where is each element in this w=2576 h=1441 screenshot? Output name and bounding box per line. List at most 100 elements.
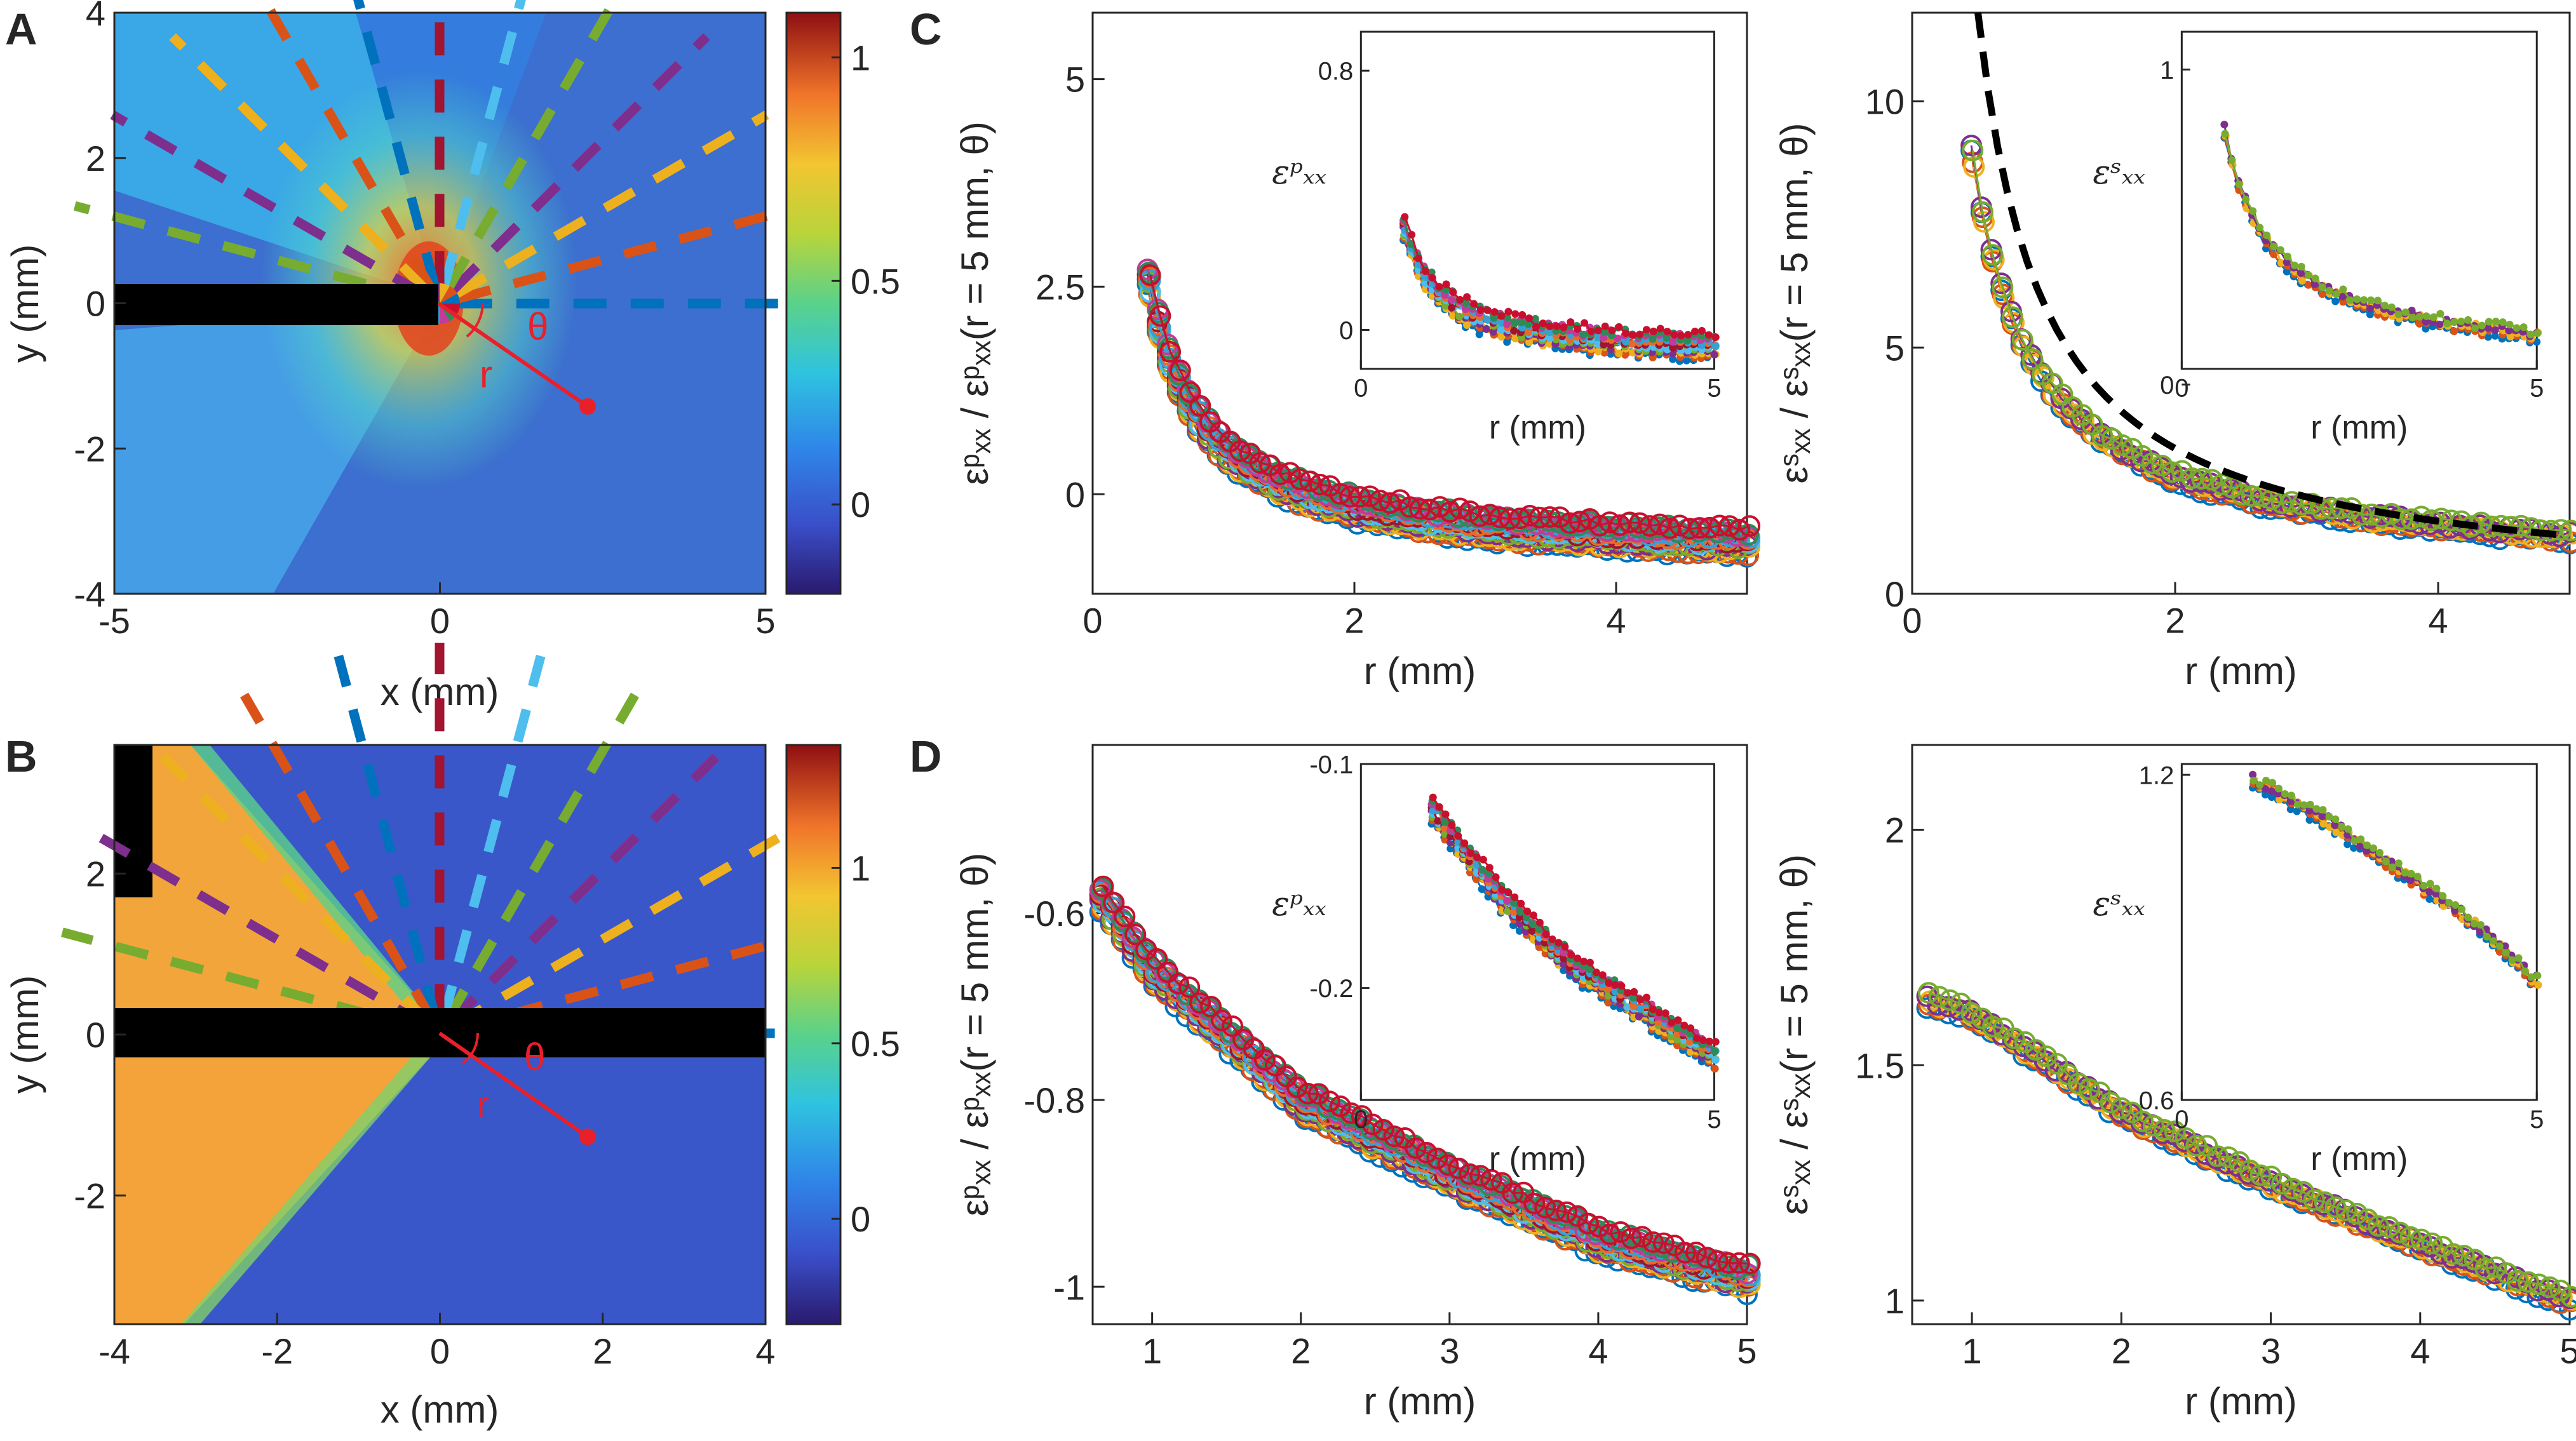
- data-point: [1149, 305, 1171, 327]
- data-point: [2091, 425, 2114, 447]
- data-point: [1497, 333, 1506, 341]
- data-point: [1704, 331, 1713, 339]
- data-point: [2526, 330, 2535, 338]
- data-point: [1669, 344, 1677, 352]
- data-point: [2242, 196, 2250, 204]
- data-point: [1455, 312, 1464, 321]
- ray-line: [73, 201, 422, 304]
- data-point: [1470, 300, 1478, 308]
- data-point: [2519, 323, 2528, 332]
- data-point: [1539, 319, 1547, 328]
- axes-b: -4 -2 0 2 4 -2 0 2: [74, 854, 775, 1371]
- data-point: [1992, 276, 2014, 298]
- xtick-label: 0: [1082, 601, 1102, 641]
- r-line-b: [438, 1031, 589, 1139]
- data-point: [1459, 500, 1481, 522]
- data-point: [1518, 311, 1527, 319]
- colorbar-a-ticks: 00.51: [832, 37, 900, 525]
- data-point: [1421, 273, 1429, 281]
- data-point: [2331, 815, 2340, 824]
- data-point: [1636, 1005, 1645, 1013]
- data-point: [2484, 333, 2492, 341]
- xtick-label: 0: [1354, 1106, 1368, 1134]
- data-point: [1614, 334, 1622, 342]
- data-point: [2388, 863, 2396, 871]
- data-point: [1490, 314, 1498, 322]
- data-point: [2002, 306, 2024, 328]
- series-12: [1139, 264, 1761, 541]
- xtick-label: 4: [755, 1331, 775, 1371]
- data-point: [2415, 319, 2424, 328]
- panel-letter-a: A: [5, 4, 37, 54]
- data-point: [2366, 304, 2374, 312]
- data-point: [1708, 514, 1730, 537]
- ray-line: [334, 655, 440, 1019]
- ytick-label: 1: [2160, 57, 2174, 84]
- data-point: [1615, 349, 1623, 358]
- data-point: [2011, 328, 2033, 351]
- data-point: [2161, 461, 2183, 483]
- data-point: [1490, 308, 1499, 316]
- panel-letter-c: C: [910, 4, 942, 54]
- data-point: [2211, 473, 2233, 495]
- data-point: [1435, 283, 1443, 291]
- data-point: [1435, 803, 1443, 811]
- ray-line: [445, 0, 621, 290]
- data-point: [1683, 337, 1692, 345]
- xtick-label: 5: [1707, 375, 1721, 403]
- data-point: [1711, 1064, 1719, 1073]
- data-point: [1579, 330, 1588, 338]
- inset-xlabel: r (mm): [1489, 1141, 1586, 1177]
- xtick-label: -5: [98, 601, 130, 641]
- data-point: [1504, 314, 1512, 322]
- inset-ylabel: εᵖₓₓ: [1272, 154, 1326, 192]
- data-point: [1630, 988, 1638, 996]
- r-point-b: [579, 1129, 596, 1145]
- data-point: [1249, 452, 1271, 474]
- ytick-label: 0: [86, 284, 105, 324]
- data-point: [2360, 296, 2368, 304]
- data-point: [2533, 329, 2542, 337]
- data-point: [2191, 467, 2213, 490]
- data-point: [1489, 328, 1497, 336]
- data-point: [1600, 333, 1608, 342]
- plot-d-s: 1 2 3 4 5 1 1.5 2 r (mm) εˢₓₓ / εˢₓₓ(r = 5 mm, θ)…: [1773, 744, 2576, 1423]
- data-point: [1421, 267, 1429, 276]
- data-point: [2489, 937, 2497, 945]
- data-point: [2394, 311, 2403, 319]
- data-point: [1691, 327, 1699, 335]
- data-point: [2270, 250, 2278, 258]
- data-point: [1574, 325, 1582, 333]
- data-point: [2436, 320, 2444, 328]
- colorbar-tick-label: 0.5: [851, 261, 900, 301]
- data-point: [2533, 972, 2542, 980]
- data-point: [1553, 322, 1561, 330]
- data-point: [2478, 321, 2486, 330]
- data-point: [2491, 326, 2499, 334]
- data-point: [1622, 329, 1630, 337]
- data-point: [1546, 328, 1554, 337]
- ray-line: [439, 655, 546, 1019]
- data-point: [2249, 777, 2258, 785]
- colorbar-tick-label: 1: [851, 37, 870, 77]
- heatmap-b-lower-wedge: [114, 1048, 438, 1324]
- data-point: [1677, 332, 1685, 340]
- xtick-label: 2: [593, 1331, 612, 1371]
- r-line-a: [437, 302, 589, 408]
- data-point: [1379, 492, 1401, 514]
- ylabel: εᵖₓₓ / εᵖₓₓ(r = 5 mm, θ): [954, 121, 996, 485]
- data-point: [1594, 333, 1602, 342]
- data-point: [1510, 326, 1518, 335]
- data-point: [1608, 326, 1616, 335]
- data-point: [2304, 271, 2312, 279]
- data-point: [2432, 885, 2441, 893]
- data-point: [1670, 331, 1678, 339]
- plot-d-p: 1 2 3 4 5 -1 -0.8 -0.6 r (mm) εᵖₓₓ / εᵖₓₓ(r = 5 m…: [954, 744, 1761, 1423]
- origin-fan-slice: [440, 283, 450, 304]
- data-point: [1139, 264, 1161, 286]
- xtick-label: 2: [1291, 1331, 1311, 1371]
- inset-ylabel: εˢₓₓ: [2093, 154, 2145, 192]
- data-point: [2220, 121, 2229, 129]
- xtick-label: 5: [1707, 1106, 1721, 1134]
